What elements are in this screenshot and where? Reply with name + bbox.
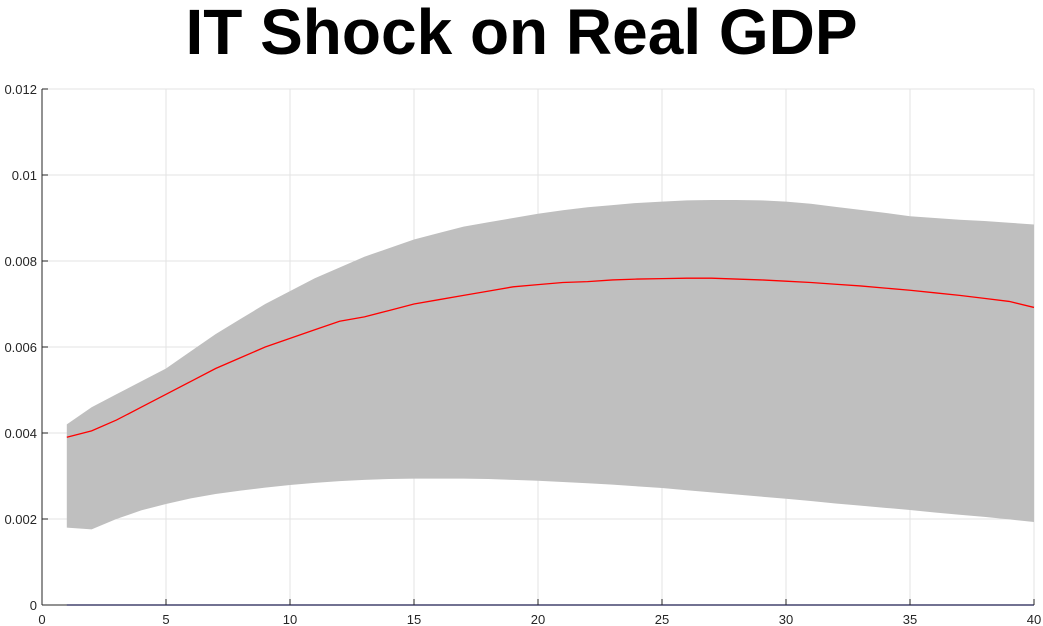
x-tick-label: 35 bbox=[903, 612, 917, 626]
axes bbox=[41, 88, 1035, 606]
x-tick-label: 15 bbox=[407, 612, 421, 626]
x-tick-label: 0 bbox=[38, 612, 45, 626]
response-line bbox=[66, 277, 1035, 438]
tick-labels: 0 5 10 15 20 25 30 35 40 0 0.002 0.004 0.006 0.008 0.0… bbox=[4, 82, 1041, 626]
confidence-band-layer bbox=[66, 199, 1035, 530]
y-tick-label: 0.008 bbox=[4, 254, 37, 269]
y-tick-label: 0.012 bbox=[4, 82, 37, 97]
x-tick-label: 5 bbox=[162, 612, 169, 626]
y-tick-label: 0 bbox=[30, 598, 37, 613]
y-tick-label: 0.002 bbox=[4, 512, 37, 527]
x-tick-label: 20 bbox=[531, 612, 545, 626]
chart-title: IT Shock on Real GDP bbox=[185, 0, 858, 68]
x-tick-label: 25 bbox=[655, 612, 669, 626]
confidence-band bbox=[66, 199, 1035, 530]
y-tick-label: 0.004 bbox=[4, 426, 37, 441]
y-tick-label: 0.01 bbox=[12, 168, 37, 183]
y-tick-label: 0.006 bbox=[4, 340, 37, 355]
x-tick-label: 30 bbox=[779, 612, 793, 626]
x-tick-label: 10 bbox=[283, 612, 297, 626]
x-tick-label: 40 bbox=[1027, 612, 1041, 626]
